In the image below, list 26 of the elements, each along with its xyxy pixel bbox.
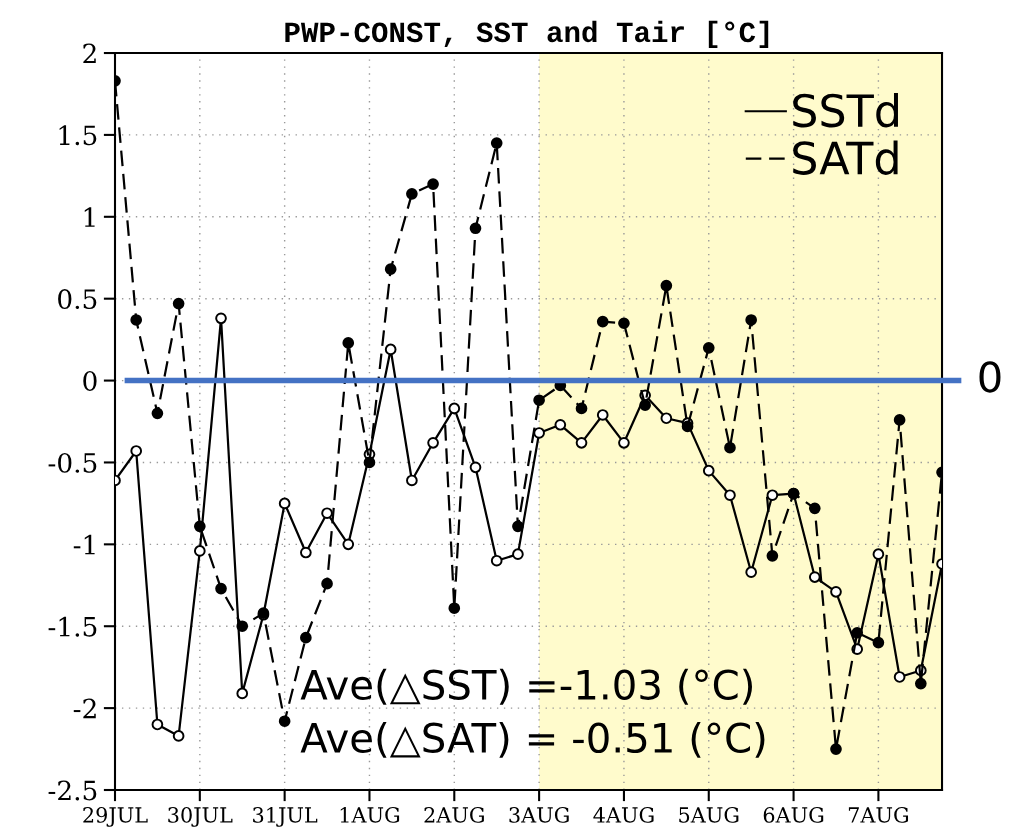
legend-label: SATd bbox=[793, 140, 898, 175]
x-tick-label: 6AUG bbox=[763, 807, 824, 823]
x-tick-label: 30JUL bbox=[168, 807, 233, 827]
ref-line-label: 0 bbox=[979, 361, 1001, 393]
x-tick-label: 5AUG bbox=[679, 807, 739, 823]
chart-title: PWP-CONST, SST and Tair [°C] bbox=[285, 20, 769, 48]
x-tick-label: 29JUL bbox=[83, 807, 148, 827]
x-tick-label: 31JUL bbox=[253, 807, 318, 827]
y-tick-label: 2 bbox=[83, 43, 96, 64]
y-tick-label: -2 bbox=[73, 698, 96, 719]
y-tick-label: -2.5 bbox=[48, 780, 97, 801]
x-tick-label: 2AUG bbox=[424, 807, 484, 823]
y-tick-label: 1.5 bbox=[59, 125, 97, 146]
legend-label: SSTd bbox=[793, 93, 898, 128]
y-tick-label: 0.5 bbox=[58, 289, 97, 310]
y-tick-label: -0.5 bbox=[48, 452, 97, 473]
y-tick-label: 1 bbox=[84, 207, 95, 227]
x-tick-label: 4AUG bbox=[593, 807, 654, 823]
y-tick-label: -1 bbox=[73, 534, 95, 555]
annotation: Ave(△SST) =-1.03 (°C) bbox=[300, 668, 752, 705]
annotation: Ave(△SAT) = -0.51 (°C) bbox=[300, 721, 765, 758]
x-tick-label: 3AUG bbox=[509, 807, 569, 823]
x-tick-label: 7AUG bbox=[848, 807, 909, 823]
x-tick-label: 1AUG bbox=[340, 807, 400, 823]
y-tick-label: -1.5 bbox=[48, 616, 97, 637]
y-tick-label: 0 bbox=[83, 371, 97, 391]
